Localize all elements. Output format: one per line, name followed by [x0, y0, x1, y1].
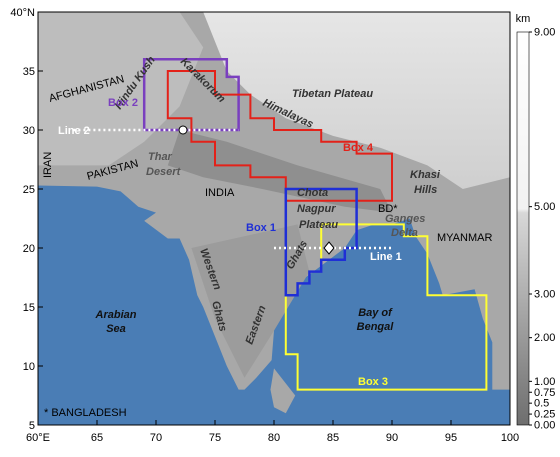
colorbar-tick-label: 0.5: [534, 398, 549, 410]
deccan-upland: [191, 224, 310, 378]
box-label: Box 4: [343, 142, 374, 154]
region-label: Delta: [391, 227, 418, 239]
x-tick-label: 85: [327, 432, 339, 444]
tibetan-highland: [203, 12, 510, 189]
country-label: BD*: [378, 203, 398, 215]
region-label: Khasi: [410, 169, 441, 181]
sea-label: Arabian: [95, 309, 137, 321]
box-label: Box 2: [108, 97, 138, 109]
region-label: Ganges: [385, 213, 425, 225]
country-label: IRAN: [42, 152, 54, 178]
sea-label: Sea: [106, 323, 126, 335]
y-tick-label: 40°N: [10, 7, 35, 19]
region-label: Thar: [148, 151, 173, 163]
x-tick-label: 80: [268, 432, 280, 444]
region-label: Chota: [297, 187, 328, 199]
region-label: Tibetan Plateau: [292, 88, 373, 100]
colorbar-tick-label: 0.00: [534, 420, 555, 432]
colorbar-tick-label: 3.00: [534, 289, 555, 301]
colorbar-tick-label: 9.00: [534, 27, 555, 39]
box-1-outline: [286, 189, 357, 295]
indo-gangetic-plain: [167, 130, 392, 213]
terrain: [38, 12, 510, 414]
y-tick-label: 30: [23, 125, 35, 137]
colorbar-unit: km: [516, 13, 531, 25]
line-2-center: [178, 125, 188, 135]
colorbar-tick-label: 2.00: [534, 332, 555, 344]
box-label: Box 3: [358, 376, 388, 388]
y-tick-label: 5: [29, 420, 35, 432]
y-tick-label: 20: [23, 243, 35, 255]
box-4-outline: [168, 71, 392, 201]
y-tick-label: 10: [23, 361, 35, 373]
iran-afghan-highland: [38, 12, 204, 166]
colorbar-tick-label: 0.75: [534, 387, 555, 399]
y-tick-label: 15: [23, 302, 35, 314]
colorbar-tick-label: 5.00: [534, 201, 555, 213]
x-tick-label: 95: [445, 432, 457, 444]
sri-lanka: [270, 368, 296, 414]
sea-label: Bengal: [357, 321, 395, 333]
x-tick-label: 90: [386, 432, 398, 444]
line-label: Line 1: [370, 251, 402, 263]
y-tick-label: 35: [23, 66, 35, 78]
line-1-center: [323, 241, 335, 255]
colorbar: [516, 31, 530, 426]
region-label: Desert: [146, 166, 182, 178]
sea-label: Bay of: [358, 307, 393, 319]
box-label: Box 1: [246, 222, 276, 234]
map-area: AFGHANISTAN Hindu Kush Karakorum Box 2 L…: [38, 12, 510, 425]
country-label: MYANMAR: [437, 232, 492, 244]
line-label: Line 2: [58, 125, 90, 137]
country-label: INDIA: [205, 187, 235, 199]
y-tick-label: 25: [23, 184, 35, 196]
x-tick-label: 75: [209, 432, 221, 444]
x-tick-label: 70: [150, 432, 162, 444]
colorbar-tick-label: 0.25: [534, 409, 555, 421]
footnote: * BANGLADESH: [44, 407, 127, 419]
region-label: Hills: [414, 184, 437, 196]
x-tick-label: 100: [501, 432, 519, 444]
colorbar-tick-label: 1.00: [534, 376, 555, 388]
x-tick-label: 60°E: [26, 432, 50, 444]
region-label: Nagpur: [297, 203, 336, 215]
region-label: Plateau: [299, 219, 338, 231]
x-tick-label: 65: [91, 432, 103, 444]
